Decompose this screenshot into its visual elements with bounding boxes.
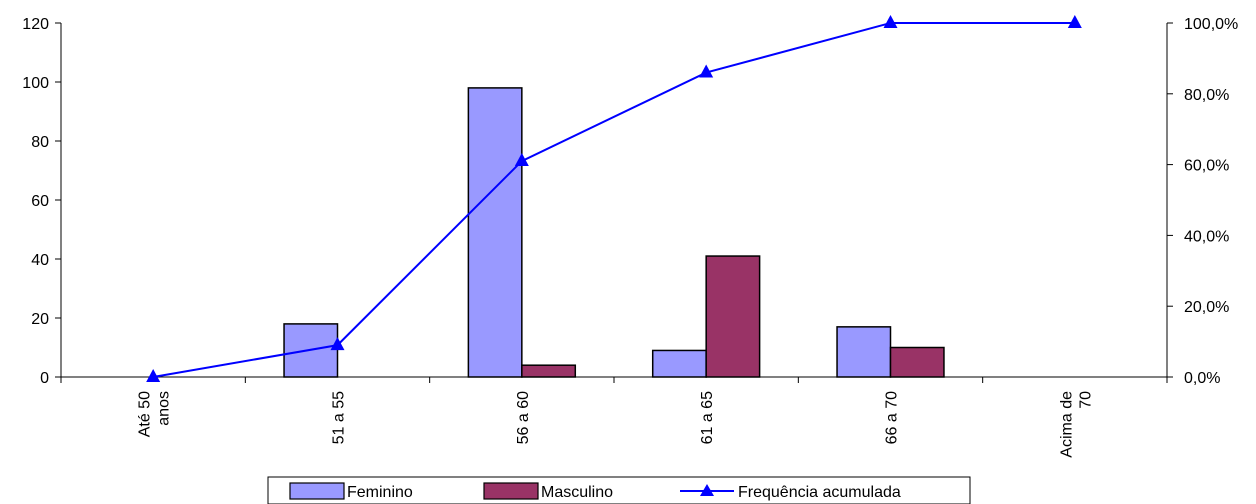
x-tick-label: 70 [1077, 391, 1094, 409]
bar-masculino-4 [889, 346, 945, 378]
legend-swatch-feminino [289, 482, 345, 500]
legend-box [267, 476, 971, 504]
y-right-tick-label: 80,0% [1184, 87, 1229, 104]
line-marker-0 [146, 369, 161, 382]
x-tick-label: 66 a 70 [884, 391, 901, 444]
y-left-tick-label: 80 [31, 134, 49, 151]
line-frequencia-acumulada [152, 22, 1075, 378]
legend-marker-frequencia [700, 484, 714, 496]
y-left-tick-label: 40 [31, 252, 49, 269]
x-tick-label: 51 a 55 [331, 391, 348, 444]
line-marker-3 [699, 64, 714, 78]
legend: Feminino Masculino Frequência acumulada [267, 476, 971, 504]
bar-masculino-3 [705, 255, 761, 378]
y-left-tick-label: 100 [22, 75, 49, 92]
y-right-tick-label: 60,0% [1184, 158, 1229, 175]
y-left-tick-label: 120 [22, 16, 49, 33]
y-right-tick-label: 20,0% [1184, 299, 1229, 316]
y-left-tick-label: 60 [31, 193, 49, 210]
legend-label-frequencia: Frequência acumulada [738, 484, 901, 501]
bars [283, 87, 945, 378]
x-tick-label: anos [156, 391, 173, 426]
x-tick-label: 61 a 65 [699, 391, 716, 444]
legend-swatch-masculino [483, 482, 539, 500]
x-tick-labels: Até 50 anos 51 a 55 56 a 60 61 a 65 66 a 70 Ac… [137, 391, 1095, 458]
y-right-tick-label: 100,0% [1184, 16, 1238, 33]
x-tick-label: Acima de [1058, 391, 1075, 458]
line-layer [146, 15, 1082, 382]
line-marker-5 [1067, 15, 1082, 28]
legend-label-feminino: Feminino [347, 484, 413, 501]
legend-label-masculino: Masculino [541, 484, 613, 501]
y-left-tick-label: 0 [40, 370, 49, 387]
line-marker-4 [883, 15, 898, 28]
y-left-tick-label: 20 [31, 311, 49, 328]
line-marker-1 [330, 337, 345, 351]
bar-feminino-3 [651, 349, 707, 378]
x-tick-label: Até 50 [137, 391, 154, 437]
bar-feminino-2 [467, 87, 523, 378]
y-right-tick-label: 40,0% [1184, 228, 1229, 245]
line-marker-2 [514, 153, 529, 167]
bar-masculino-2 [521, 364, 577, 378]
axes: 0 20 40 60 80 100 120 0,0% 20,0% 40,0% 60,0% 80,0% 1… [22, 16, 1238, 387]
y-right-tick-label: 0,0% [1184, 370, 1220, 387]
bar-feminino-4 [836, 326, 892, 378]
x-tick-label: 56 a 60 [515, 391, 532, 444]
